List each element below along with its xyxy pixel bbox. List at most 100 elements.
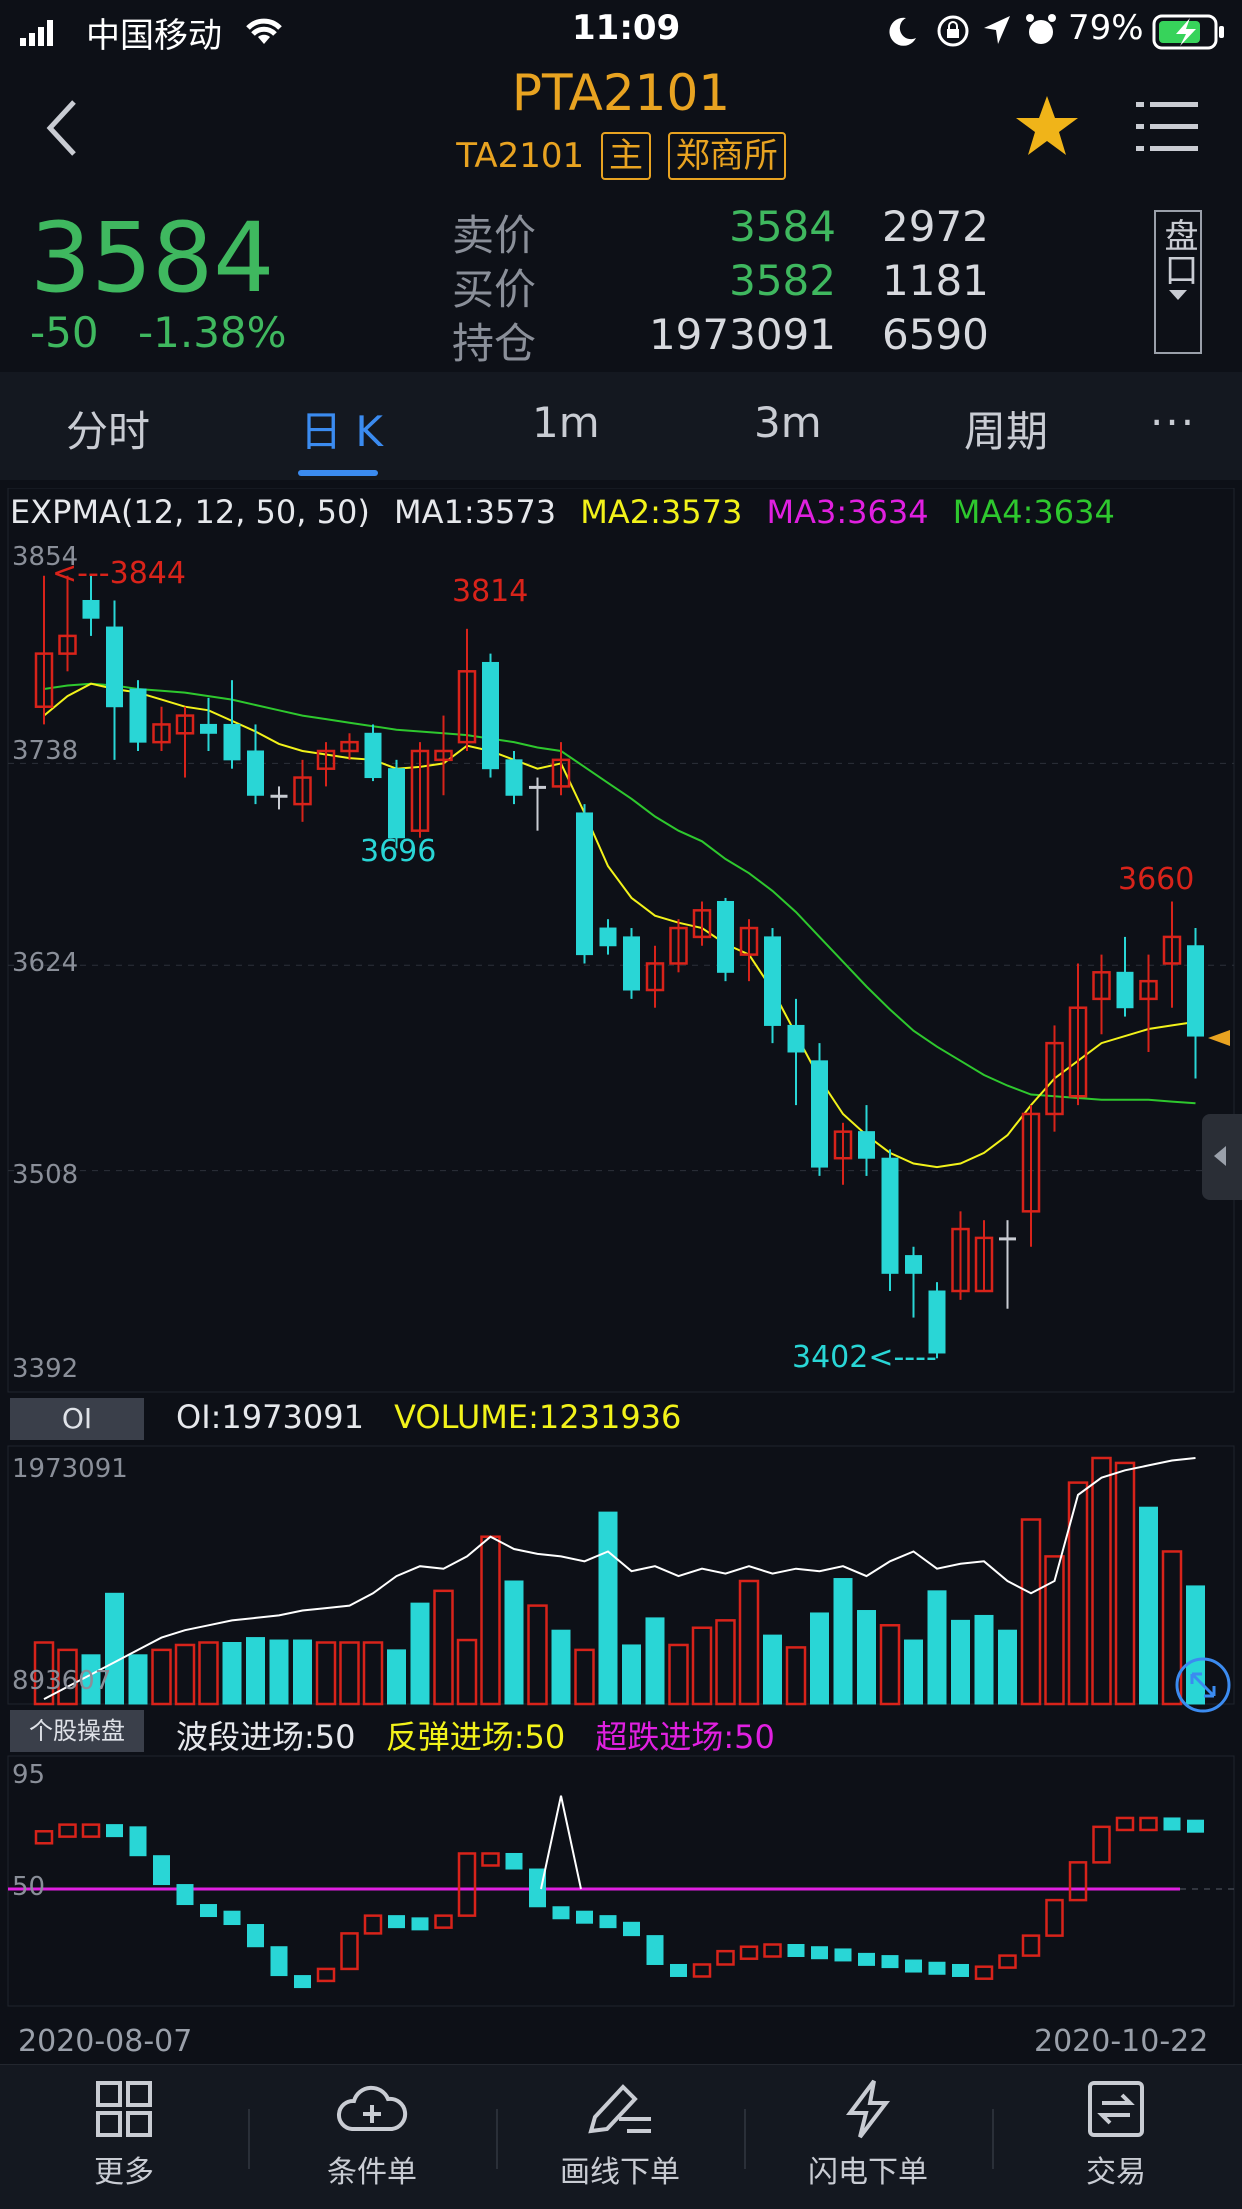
osc-bar [646, 1935, 664, 1965]
candle [858, 1131, 875, 1159]
candle [669, 926, 688, 965]
tab-1m[interactable]: 1m [532, 398, 600, 447]
nav-flash-order[interactable]: 闪电下单 [744, 2079, 992, 2191]
osc-bar [739, 1945, 759, 1960]
oi-indicator-tag[interactable]: OI [10, 1398, 144, 1440]
price-axis-label: 3854 [12, 542, 79, 572]
candle [457, 670, 477, 744]
volume-bar [527, 1604, 548, 1706]
bid-label: 买价 [452, 265, 537, 314]
osc-bar [834, 1948, 852, 1962]
main-legend: EXPMA(12, 12, 50, 50) MA1:3573 MA2:3573 … [10, 493, 1115, 531]
osc-bar [928, 1961, 946, 1975]
nav-trade-label: 交易 [1086, 2155, 1146, 2190]
candle [410, 749, 430, 832]
volume-bar [1091, 1456, 1112, 1706]
candle [692, 909, 712, 939]
osc-bar [858, 1952, 875, 1966]
open-interest-change: 6590 [882, 310, 989, 359]
osc-bar [176, 1884, 194, 1906]
menu-icon[interactable] [1136, 100, 1198, 154]
candle [623, 936, 640, 991]
osc-bar [1139, 1816, 1158, 1832]
volume-bar [362, 1641, 384, 1706]
price-axis-label: 3738 [12, 736, 79, 766]
nav-draw-line-order[interactable]: 画线下单 [496, 2079, 744, 2191]
volume-bar [339, 1641, 360, 1706]
side-panel-toggle[interactable] [1202, 1114, 1242, 1200]
volume-bar [763, 1634, 782, 1705]
back-arrow-icon[interactable] [42, 98, 82, 158]
cloud-plus-icon [336, 2085, 408, 2131]
osc-bar [670, 1963, 687, 1977]
tab-intraday[interactable]: 分时 [66, 407, 151, 456]
nav-more[interactable]: 更多 [0, 2079, 248, 2191]
osc-bar [434, 1914, 453, 1929]
grid-icon [96, 2081, 152, 2137]
volume-bar [810, 1612, 829, 1705]
candle [34, 652, 54, 708]
volume-bar [598, 1511, 618, 1705]
candle [999, 1237, 1016, 1241]
candle [951, 1227, 970, 1293]
osc-bar [457, 1852, 477, 1917]
tab-period[interactable]: 周期 [964, 407, 1049, 456]
ask-volume: 2972 [882, 202, 989, 251]
moon-icon [889, 17, 916, 46]
main-contract-tag: 主 [600, 132, 651, 180]
volume-bar [857, 1610, 876, 1705]
candle [717, 900, 734, 973]
candle [974, 1236, 994, 1293]
osc-bar [34, 1830, 54, 1845]
pankou-button[interactable]: 盘口 [1154, 210, 1202, 354]
osc-bar [106, 1824, 123, 1838]
volume-bar [927, 1590, 947, 1705]
volume-bar [33, 1641, 55, 1706]
candle [928, 1290, 946, 1354]
candle [505, 759, 523, 796]
ma1-label: MA1:3573 [393, 493, 557, 531]
osc-a-label: 波段进场:50 [176, 1718, 356, 1756]
ma3-label: MA3:3634 [766, 493, 929, 531]
tab-3m[interactable]: 3m [754, 398, 822, 447]
osc-indicator-tag[interactable]: 个股操盘 [10, 1710, 144, 1752]
candle [881, 1157, 899, 1274]
clock: 11:09 [572, 8, 681, 48]
candle [364, 732, 382, 779]
osc-bar [388, 1915, 405, 1929]
volume-bar [387, 1649, 406, 1705]
nav-trade[interactable]: 交易 [992, 2079, 1240, 2191]
osc-bar [247, 1924, 264, 1948]
osc-b-label: 反弹进场:50 [385, 1718, 566, 1756]
low-annotation: 3402<---- [792, 1340, 937, 1375]
pankou-label: 盘口 [1158, 218, 1198, 286]
tab-more[interactable]: ··· [1150, 398, 1197, 447]
fullscreen-icon[interactable] [1174, 1656, 1232, 1714]
volume-bar [246, 1637, 265, 1705]
osc-axis-mid: 50 [12, 1872, 46, 1902]
start-date: 2020-08-07 [18, 2024, 193, 2059]
tab-daily-k[interactable]: 日 K [300, 407, 383, 456]
volume-bar [904, 1639, 923, 1705]
candle [787, 1024, 805, 1053]
candle [1139, 979, 1158, 1001]
volume-bar [293, 1639, 312, 1705]
osc-bar [763, 1943, 782, 1958]
nav-conditional-order[interactable]: 条件单 [248, 2079, 496, 2191]
change-percent: -1.38% [137, 308, 287, 357]
candle [764, 936, 781, 1026]
star-icon[interactable] [1014, 94, 1080, 158]
battery-percent: 79% [1068, 8, 1144, 48]
signal-icon [20, 20, 53, 46]
bottom-nav: 更多 条件单 画线下单 闪电下单 交易 [0, 2064, 1242, 2209]
last-price: 3584 [30, 202, 275, 314]
osc-bar [1068, 1861, 1088, 1902]
volume-bar [668, 1643, 689, 1706]
volume-bar [974, 1614, 994, 1705]
volume-bar [998, 1629, 1017, 1705]
osc-bar [316, 1967, 336, 1983]
price-axis-label: 3624 [12, 948, 79, 978]
ma-line-yellow [43, 682, 1196, 1169]
candle [833, 1130, 853, 1160]
volume-bar [269, 1639, 289, 1705]
